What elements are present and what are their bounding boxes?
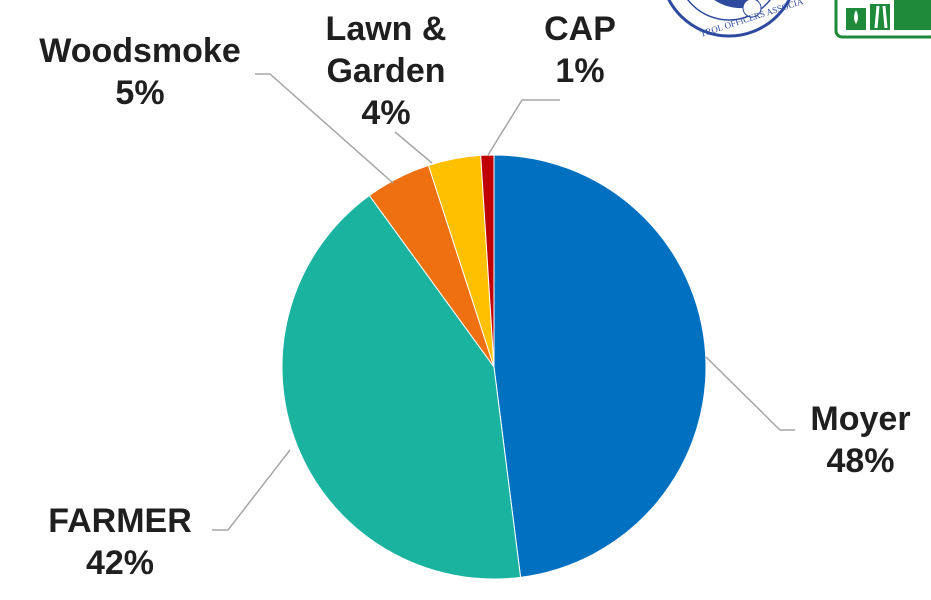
pie-slices <box>281 154 707 580</box>
slice-label-cap: CAP 1% <box>520 8 640 92</box>
pie-slice-cap <box>480 154 495 368</box>
slice-label-lawn-garden-value: 4% <box>361 94 411 132</box>
slice-label-woodsmoke-name: Woodsmoke <box>39 32 241 70</box>
slice-label-farmer: FARMER 42% <box>10 500 230 584</box>
slice-label-farmer-value: 42% <box>85 544 155 582</box>
leader-line-lawn-garden <box>394 131 433 164</box>
slice-label-moyer: Moyer 48% <box>790 398 931 482</box>
slice-label-cap-name: CAP <box>544 10 616 48</box>
leader-line-farmer <box>212 449 291 531</box>
slice-label-moyer-name: Moyer <box>810 400 911 438</box>
slice-label-cap-value: 1% <box>555 52 605 90</box>
slice-label-farmer-name: FARMER <box>48 502 192 540</box>
slice-label-lawn-garden: Lawn & Garden 4% <box>296 8 476 134</box>
slice-label-moyer-value: 48% <box>826 442 895 480</box>
slice-label-lawn-garden-name-line2: Garden <box>326 52 446 90</box>
association-seal-logo: TROL OFFICERS ASSOCIA <box>667 0 805 39</box>
water-drop-logo <box>834 0 931 39</box>
leader-line-cap <box>487 99 560 156</box>
pie-slice-farmer <box>281 194 522 580</box>
leader-line-woodsmoke <box>255 73 394 184</box>
leader-lines <box>212 73 795 531</box>
pie-slice-moyer <box>493 154 707 578</box>
leader-line-moyer <box>705 356 795 431</box>
slice-label-woodsmoke-value: 5% <box>115 74 165 112</box>
slice-label-woodsmoke: Woodsmoke 5% <box>0 30 280 114</box>
slice-label-lawn-garden-name-line1: Lawn & <box>325 10 447 48</box>
